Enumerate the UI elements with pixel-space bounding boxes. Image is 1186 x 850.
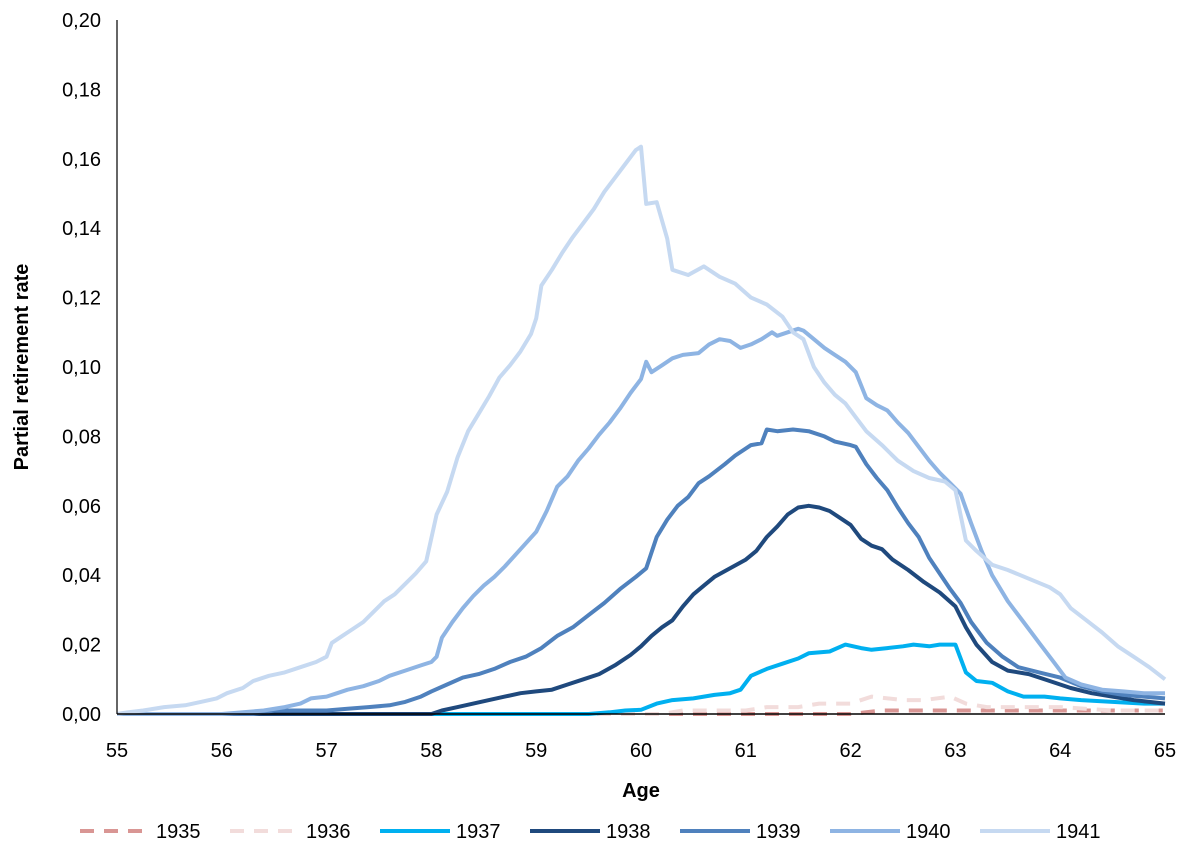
series-line-1936 <box>117 694 1165 716</box>
y-tick-label: 0,10 <box>62 357 101 379</box>
x-tick-labels: 55 56 57 58 59 60 61 62 63 64 65 <box>106 740 1176 762</box>
x-tick-label: 62 <box>839 740 861 762</box>
series-layer <box>116 144 1167 716</box>
x-tick-label: 64 <box>1049 740 1071 762</box>
y-tick-label: 0,02 <box>62 635 101 657</box>
y-tick-label: 0,00 <box>62 704 101 726</box>
x-tick-label: 59 <box>525 740 547 762</box>
y-tick-label: 0,18 <box>62 79 101 101</box>
x-tick-label: 60 <box>630 740 652 762</box>
x-tick-label: 56 <box>211 740 233 762</box>
x-tick-label: 63 <box>944 740 966 762</box>
y-tick-label: 0,14 <box>62 218 101 240</box>
series-line-1940 <box>117 326 1165 716</box>
x-tick-label: 61 <box>735 740 757 762</box>
y-tick-label: 0,08 <box>62 426 101 448</box>
y-tick-label: 0,16 <box>62 149 101 171</box>
legend-label-1941: 1941 <box>1056 821 1101 843</box>
x-tick-label: 58 <box>420 740 442 762</box>
y-tick-label: 0,20 <box>62 10 101 32</box>
series-line-1941 <box>116 144 1167 716</box>
y-tick-label: 0,06 <box>62 496 101 518</box>
x-tick-label: 65 <box>1154 740 1176 762</box>
legend-label-1936: 1936 <box>306 821 351 843</box>
legend-label-1939: 1939 <box>756 821 801 843</box>
y-tick-labels: 0,00 0,02 0,04 0,06 0,08 0,10 0,12 0,14 0,16 0,18… <box>62 10 101 726</box>
series-line-1937 <box>117 642 1165 716</box>
y-tick-label: 0,04 <box>62 565 101 587</box>
legend-label-1938: 1938 <box>606 821 651 843</box>
legend-label-1935: 1935 <box>156 821 201 843</box>
y-tick-label: 0,12 <box>62 288 101 310</box>
x-tick-label: 55 <box>106 740 128 762</box>
series-line-1939 <box>117 427 1166 716</box>
y-axis-title: Partial retirement rate <box>11 264 33 471</box>
legend-label-1937: 1937 <box>456 821 501 843</box>
x-axis-title: Age <box>622 780 660 802</box>
legend: 1935 1936 1937 1938 1939 1940 1941 <box>80 821 1101 843</box>
series-line-1938 <box>117 503 1166 716</box>
x-tick-label: 57 <box>315 740 337 762</box>
legend-label-1940: 1940 <box>906 821 951 843</box>
